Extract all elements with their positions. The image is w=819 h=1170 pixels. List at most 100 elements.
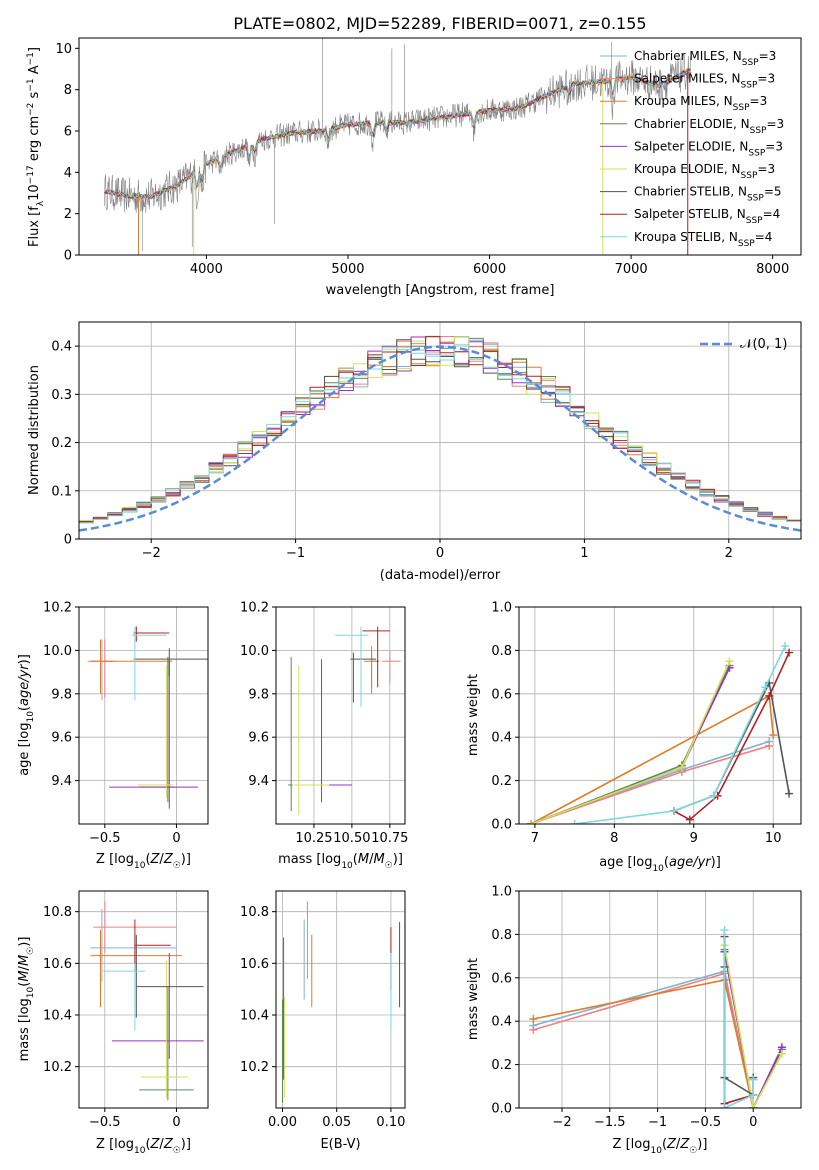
weight-line-kroupa_stelib <box>723 930 755 1108</box>
y-tick-label: 0.4 <box>491 1015 512 1030</box>
weight-line-salpeter_stelib <box>673 652 790 821</box>
x-tick-label: 0.00 <box>268 1115 297 1130</box>
y-tick-label: 10.0 <box>43 644 72 659</box>
legend-label: Kroupa MILES, NSSP=3 <box>634 94 767 113</box>
weight-point-kroupa_elodie <box>526 820 535 824</box>
plot-area <box>90 901 204 1101</box>
model-spectrum-kroupa_elodie <box>104 68 691 200</box>
y-tick-label: 9.4 <box>51 774 72 789</box>
weight-point-salpeter_stelib <box>685 815 694 824</box>
y-tick-label: 10 <box>55 42 72 57</box>
legend: 𝒩(0, 1) <box>700 337 787 352</box>
plot-area <box>526 642 794 824</box>
x-tick-label: 1 <box>580 546 588 561</box>
y-tick-label: 9.8 <box>248 687 269 702</box>
y-tick-label: 8 <box>64 83 72 98</box>
x-tick-label: 10.50 <box>333 831 370 846</box>
x-tick-label: 6000 <box>473 262 506 277</box>
model-spectrum-kroupa_stelib <box>104 70 691 201</box>
x-tick-label: 0.10 <box>376 1115 405 1130</box>
weight-line-salpeter_stelib <box>723 936 755 1105</box>
weight-point-kroupa_stelib <box>749 1090 758 1099</box>
y-tick-label: 1.0 <box>491 601 512 616</box>
y-tick-label: 0.8 <box>491 928 512 943</box>
y-tick-label: 0.2 <box>51 436 72 451</box>
y-tick-label: 0.6 <box>491 687 512 702</box>
x-tick-label: 2 <box>725 546 733 561</box>
y-axis-label: Normed distribution <box>27 365 42 495</box>
weight-point-salpeter_stelib <box>765 691 774 700</box>
plot-area <box>104 38 691 255</box>
weight-point-kroupa_stelib <box>781 642 790 651</box>
x-axis-label: mass [log10(M/M☉)] <box>278 852 403 871</box>
weight-line-chabrier_elodie <box>530 665 731 824</box>
y-tick-label: 10.0 <box>240 644 269 659</box>
x-tick-label: 10.25 <box>295 831 332 846</box>
x-tick-label: 9 <box>690 831 698 846</box>
x-tick-label: 8000 <box>756 262 789 277</box>
y-tick-label: 10.2 <box>43 1060 72 1075</box>
x-tick-label: −0.5 <box>690 1115 722 1130</box>
plot-massweight_vs_Z: −2 −1.5 −1 −0.5 0 0.0 0.2 0.4 0.6 0.8 1.0 Z [log10(… <box>466 885 802 1156</box>
plot-area <box>282 901 401 1103</box>
axes-frame <box>78 890 209 1109</box>
y-tick-label: 2 <box>64 207 72 222</box>
y-tick-label: 10.4 <box>43 1009 72 1024</box>
axes-frame <box>275 606 406 825</box>
x-tick-label: 7 <box>531 831 539 846</box>
plot-area <box>87 626 208 809</box>
x-axis-label: (data-model)/error <box>380 568 501 583</box>
y-tick-label: 9.6 <box>248 731 269 746</box>
x-tick-label: −1 <box>286 546 305 561</box>
x-tick-label: −0.5 <box>89 831 121 846</box>
y-tick-label: 10.4 <box>240 1009 269 1024</box>
legend-label: Kroupa ELODIE, NSSP=3 <box>634 162 775 181</box>
y-tick-label: 0.3 <box>51 388 72 403</box>
weight-point-salpeter_miles <box>765 741 774 750</box>
gridlines <box>519 890 801 1109</box>
y-tick-label: 0.8 <box>491 644 512 659</box>
plot-mass_vs_ebv: 0.00 0.05 0.10 10.2 10.4 10.6 10.8 E(B-V) <box>240 890 406 1152</box>
y-axis-label: age [log10(age/yr)] <box>17 654 36 776</box>
weight-point-salpeter_miles <box>529 1025 538 1034</box>
weight-point-kroupa_stelib <box>570 820 579 824</box>
gridlines <box>276 606 405 824</box>
weight-line-kroupa_elodie <box>530 660 731 824</box>
x-axis-label: Z [log10(Z/Z☉)] <box>613 1137 708 1156</box>
x-axis-label: age [log10(age/yr)] <box>599 855 721 874</box>
y-axis-label: mass [log10(M/M☉)] <box>17 937 36 1062</box>
y-tick-label: 10.8 <box>240 905 269 920</box>
plot-age_vs_Z: −0.5 0 9.4 9.6 9.8 10.0 10.2 Z [log10(Z/Z☉)] age… <box>17 601 209 871</box>
plot-residuals: −2 −1 0 1 2 0 0.1 0.2 0.3 0.4 𝒩(0, 1) (data-model)/… <box>27 321 802 583</box>
y-tick-label: 9.4 <box>248 774 269 789</box>
weight-point-kroupa_stelib <box>761 683 770 692</box>
gridlines <box>79 606 208 824</box>
histogram-salpeter_stelib <box>79 336 801 523</box>
x-tick-label: 0 <box>172 1115 180 1130</box>
y-tick-label: 0.4 <box>51 340 72 355</box>
y-tick-label: 1.0 <box>491 885 512 900</box>
x-tick-label: 4000 <box>190 262 223 277</box>
y-tick-label: 0 <box>64 249 72 264</box>
y-tick-label: 10.2 <box>240 1060 269 1075</box>
y-tick-label: 0.6 <box>491 971 512 986</box>
weight-point-kroupa_stelib <box>709 791 718 800</box>
x-tick-label: 0 <box>749 1115 757 1130</box>
legend-label: Salpeter ELODIE, NSSP=3 <box>634 139 783 158</box>
weight-point-kroupa_stelib <box>720 926 729 935</box>
histogram-kroupa_miles <box>79 341 801 524</box>
y-tick-label: 10.2 <box>43 601 72 616</box>
plot-area <box>529 926 786 1108</box>
plot-age_vs_mass: 10.25 10.50 10.75 9.4 9.6 9.8 10.0 10.2 mass [lo… <box>240 601 408 872</box>
weight-point-salpeter_stelib <box>785 648 794 657</box>
y-tick-label: 10.2 <box>240 601 269 616</box>
y-tick-label: 0.4 <box>491 731 512 746</box>
weight-point-chabrier_stelib <box>785 789 794 798</box>
y-tick-label: 10.6 <box>43 957 72 972</box>
weight-point-kroupa_miles <box>769 731 778 740</box>
x-axis-label: Z [log10(Z/Z☉)] <box>96 1137 191 1156</box>
y-tick-label: 10.6 <box>240 957 269 972</box>
axes-frame <box>518 606 802 825</box>
y-tick-label: 0.2 <box>491 1058 512 1073</box>
x-tick-label: −2 <box>552 1115 571 1130</box>
